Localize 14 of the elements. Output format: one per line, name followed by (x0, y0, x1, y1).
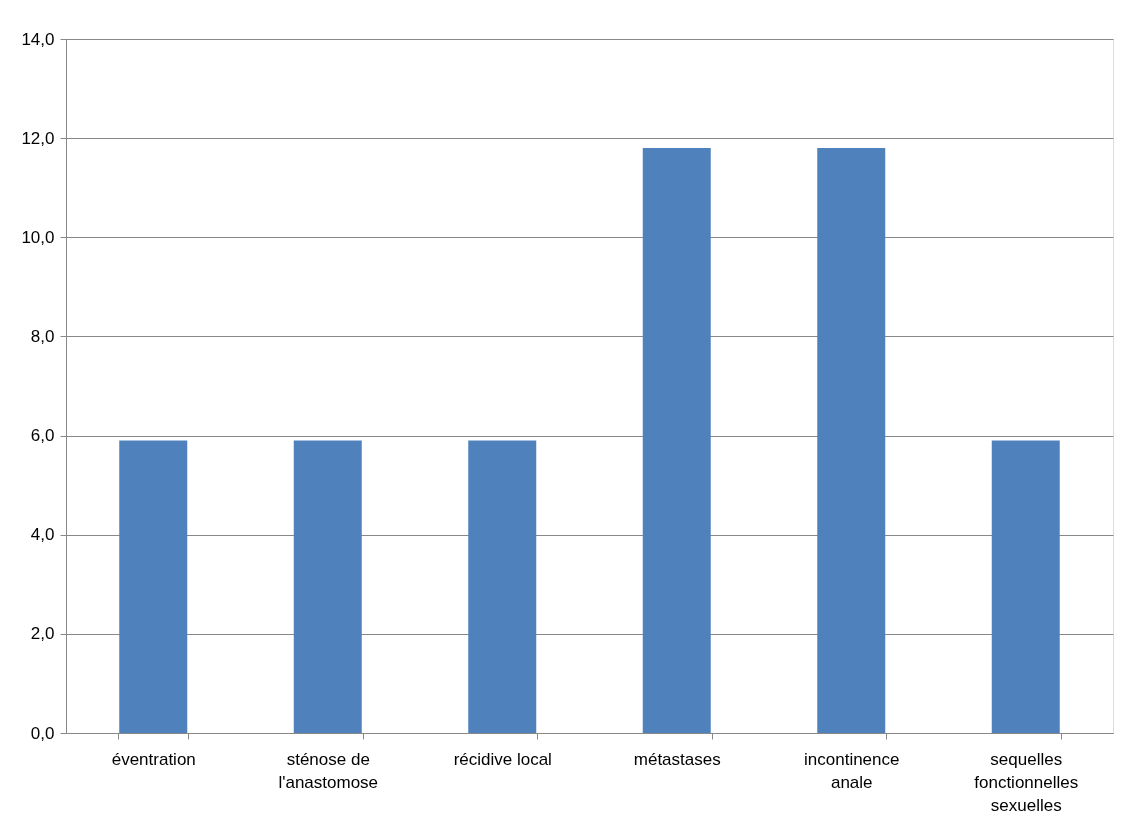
x-tick-label: incontinence anale (804, 749, 900, 792)
y-tick-label: 12,0 (21, 128, 55, 148)
x-tick-label: récidive local (453, 749, 552, 769)
y-tick-label: 6,0 (30, 426, 55, 446)
y-tick-label: 8,0 (30, 326, 55, 346)
x-tick-label: métastases (633, 749, 721, 769)
y-tick-label: 4,0 (30, 525, 55, 545)
x-tick-label: éventration (111, 749, 196, 769)
x-tick-label: sequelles fonctionnelles sexuelles (974, 749, 1079, 815)
y-tick-label: 14,0 (21, 29, 55, 49)
x-tick-label: sténose de l'anastomose (278, 749, 379, 792)
y-tick-label: 2,0 (30, 624, 55, 644)
y-tick-label: 0,0 (30, 723, 55, 743)
y-tick-label: 10,0 (21, 227, 55, 247)
